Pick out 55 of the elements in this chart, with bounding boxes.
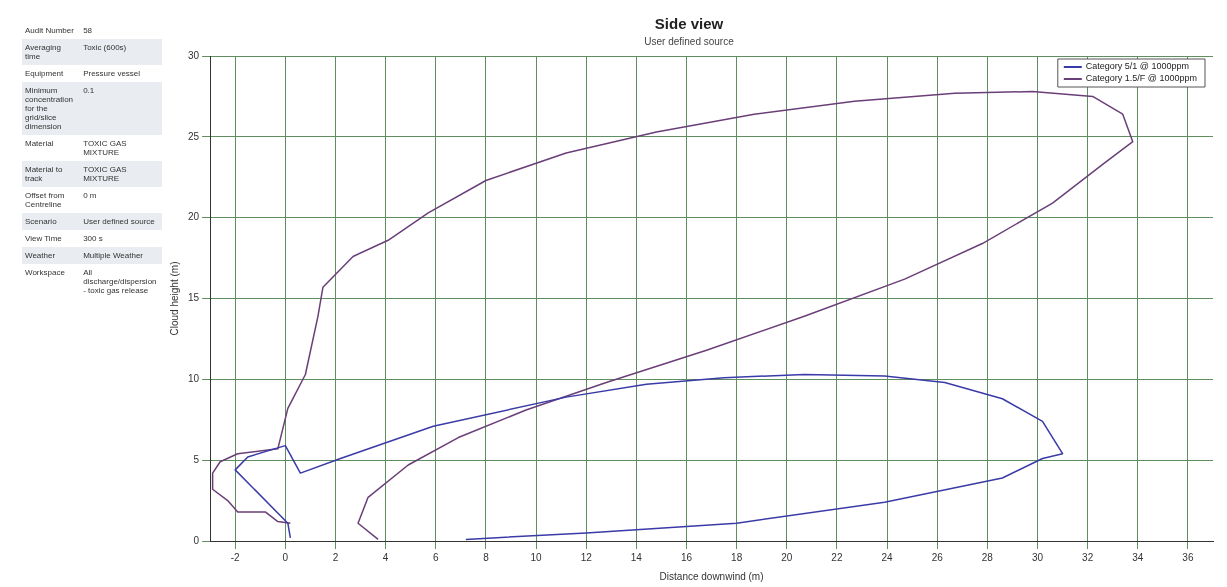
- text: 0 m: [82, 190, 98, 202]
- text: User defined source: [82, 216, 156, 228]
- x-tick-label: 36: [1182, 551, 1194, 563]
- text: 58: [82, 25, 94, 37]
- text: Material to track: [24, 164, 64, 185]
- x-tick-label: 8: [483, 551, 490, 563]
- y-tick-label: 20: [188, 211, 200, 223]
- x-tick-label: 0: [282, 551, 289, 563]
- text: Toxic (600s): [82, 42, 128, 54]
- x-tick-label: 12: [580, 551, 593, 563]
- text: All discharge/dispersion - toxic gas release: [82, 267, 158, 297]
- text: TOXIC GAS MIXTURE: [82, 164, 128, 185]
- x-tick-label: 34: [1132, 551, 1144, 563]
- y-tick-label: 15: [188, 292, 200, 304]
- text: Workspace: [24, 267, 66, 279]
- chart-title: Side view: [654, 15, 724, 33]
- legend-label: Category 5/1 @ 1000ppm: [1085, 61, 1190, 72]
- text: Scenario: [24, 216, 58, 228]
- text: Offset from Centreline: [24, 190, 66, 211]
- text: Audit Number: [24, 25, 75, 37]
- x-tick-label: 26: [931, 551, 944, 563]
- x-tick-label: 32: [1082, 551, 1094, 563]
- chart-subtitle: User defined source: [644, 35, 735, 47]
- x-tick-label: 2: [332, 551, 339, 563]
- x-tick-label: -2: [230, 551, 241, 563]
- x-tick-label: 22: [831, 551, 843, 563]
- x-tick-label: 16: [680, 551, 693, 563]
- x-tick-label: 14: [630, 551, 643, 563]
- x-tick-label: 18: [731, 551, 743, 563]
- x-tick-label: 30: [1031, 551, 1044, 563]
- x-tick-label: 24: [881, 551, 894, 563]
- y-tick-label: 30: [188, 49, 200, 61]
- text: Multiple Weather: [82, 250, 145, 262]
- y-tick-label: 10: [188, 373, 200, 385]
- text: Equipment: [24, 68, 65, 80]
- x-tick-label: 4: [382, 551, 389, 563]
- x-tick-label: 6: [432, 551, 439, 563]
- y-tick-label: 5: [193, 453, 200, 465]
- text: 300 s: [82, 233, 104, 245]
- y-axis-title: Cloud height (m): [168, 261, 180, 336]
- text: 0.1: [82, 85, 96, 97]
- x-tick-label: 28: [981, 551, 994, 563]
- text: Minimum concentration for the grid/slice dimension: [24, 85, 75, 133]
- text: Material: [24, 138, 55, 150]
- y-tick-label: 25: [188, 130, 200, 142]
- x-tick-label: 20: [781, 551, 793, 563]
- text: Pressure vessel: [82, 68, 142, 80]
- text: Averaging time: [24, 42, 62, 63]
- x-axis-title: Distance downwind (m): [659, 570, 764, 582]
- text: TOXIC GAS MIXTURE: [82, 138, 128, 159]
- text: Weather: [24, 250, 57, 262]
- y-tick-label: 0: [193, 534, 200, 546]
- legend-label: Category 1.5/F @ 1000ppm: [1085, 73, 1198, 84]
- text: View Time: [24, 233, 63, 245]
- x-tick-label: 10: [530, 551, 543, 563]
